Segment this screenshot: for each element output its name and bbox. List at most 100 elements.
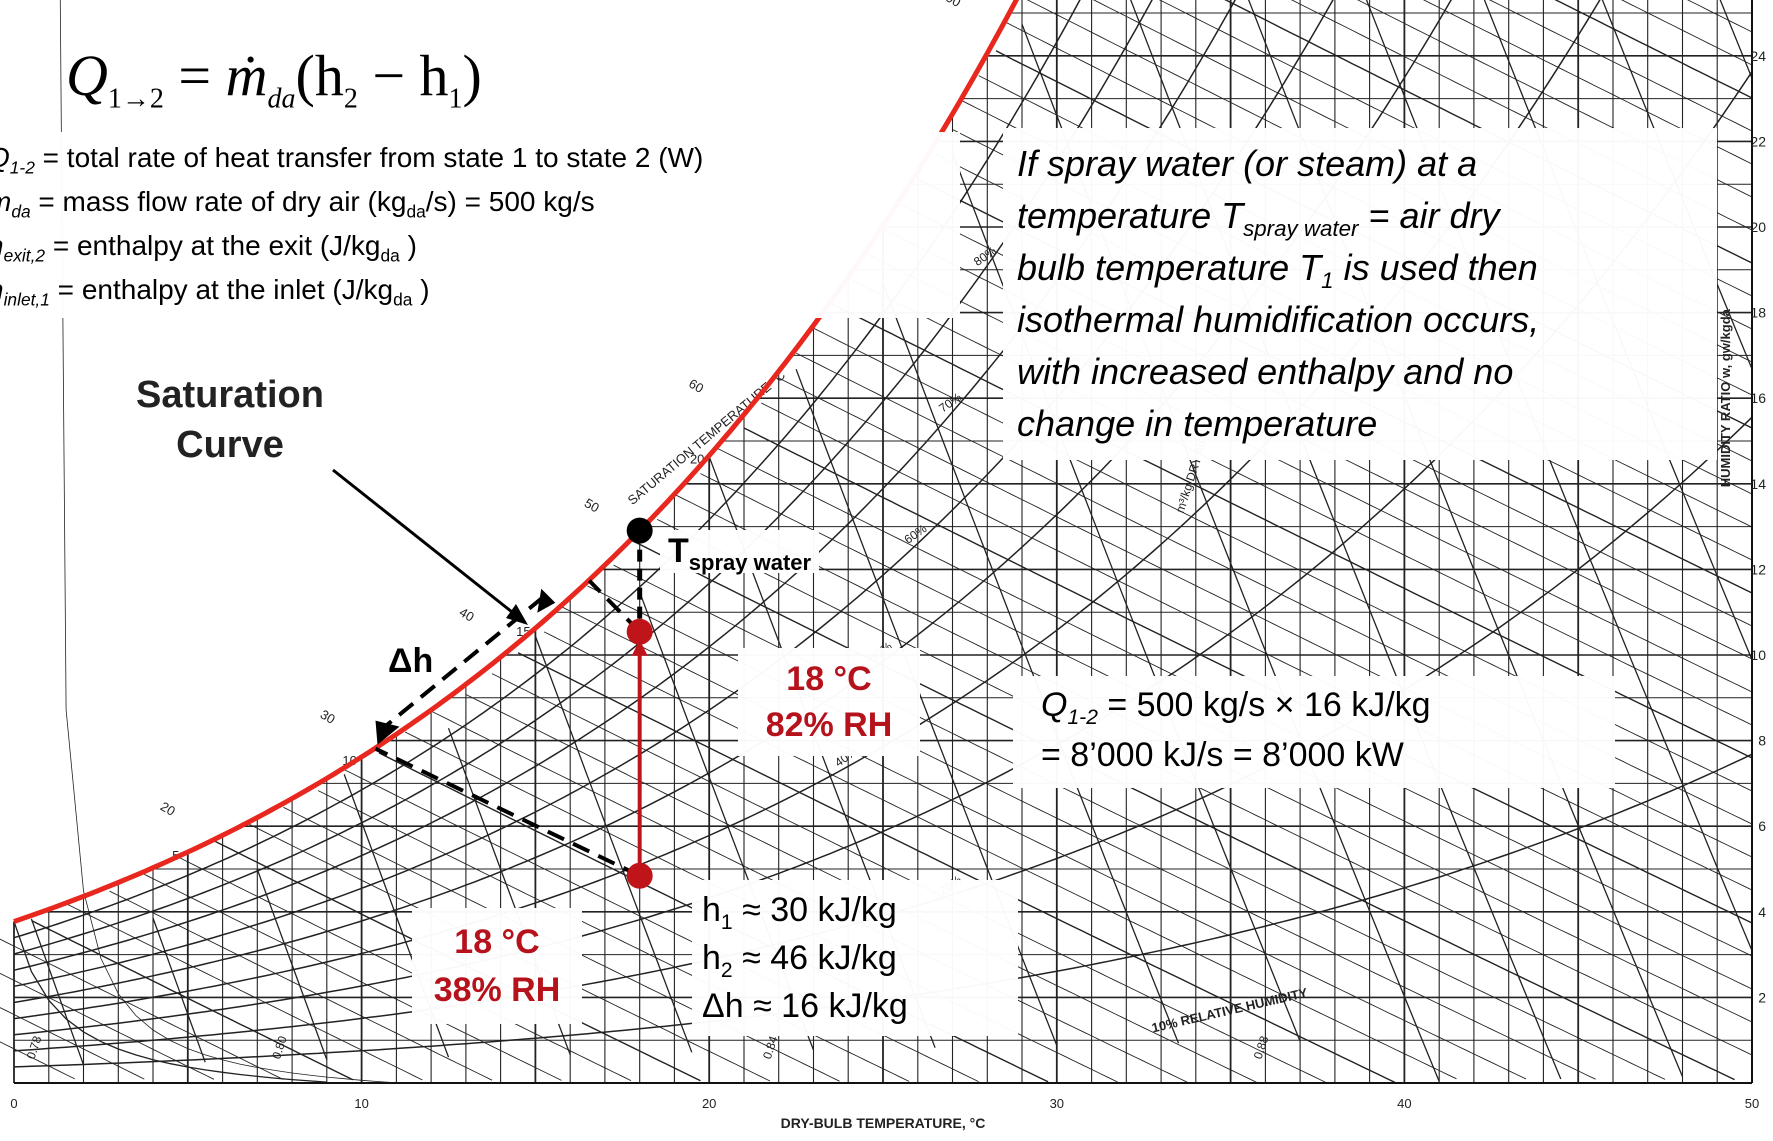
eq-q: Q — [66, 43, 108, 108]
note-line-3: bulb temperature T1 is used then — [1017, 247, 1538, 294]
enthalpy-line — [0, 972, 215, 1080]
y-tick-label: 18 — [1750, 305, 1766, 321]
specific-volume-line — [256, 869, 328, 1060]
delta-h-arrow-line — [376, 597, 543, 735]
specific-volume-line — [152, 917, 206, 1063]
specific-volume-line — [30, 918, 85, 1066]
eq-h2-sub: 2 — [343, 83, 358, 115]
enthalpy-line — [1554, 0, 1753, 99]
eq-minus: − h — [357, 43, 449, 108]
eq-h1-sub: 1 — [448, 83, 463, 115]
heat-transfer-equation: Q1→2 = ṁda(h2 − h1) — [66, 42, 482, 113]
x-tick-label: 0 — [10, 1096, 17, 1111]
definition-mda: mda = mass flow rate of dry air (kgda/s)… — [0, 186, 595, 222]
state2-temp: 18 °C — [786, 660, 872, 698]
rh-label: 70% — [936, 390, 964, 415]
saturation-pointer-arrowhead — [506, 604, 528, 625]
saturation-label-line-2: Curve — [176, 424, 284, 466]
state1-point — [626, 862, 653, 889]
isothermal-note: If spray water (or steam) at a temperatu… — [1003, 128, 1717, 460]
specific-volume-line — [882, 282, 1180, 1044]
note-line-6: change in temperature — [1017, 403, 1378, 444]
state1-rh: 38% RH — [433, 971, 561, 1009]
enthalpy-line — [1621, 0, 1753, 66]
enthalpy-line — [178, 857, 632, 1082]
y-tick-label: 10 — [1750, 647, 1766, 663]
heat-result-line-1: Q1-2 = 500 kg/s × 16 kJ/kg — [1041, 686, 1431, 729]
y-tick-label: 12 — [1750, 561, 1766, 577]
definition-h-inlet: hinlet,1 = enthalpy at the inlet (J/kgda… — [0, 274, 430, 310]
saturation-curve-label: Saturation Curve — [110, 370, 350, 470]
enthalpy-tick-label: 50 — [582, 495, 602, 515]
enthalpy-tick-label: 20 — [158, 799, 178, 819]
enthalpy-tick-label: 30 — [318, 707, 338, 727]
volume-tick-label: 0.78 — [24, 1034, 45, 1061]
spray-water-point — [626, 517, 653, 544]
volume-tick-label: 0.84 — [760, 1034, 781, 1061]
tspray-t: T — [668, 532, 689, 570]
wet-bulb-line — [13, 921, 327, 1083]
y-tick-label: 14 — [1750, 476, 1766, 492]
enthalpy-line — [656, 518, 1753, 1056]
y-tick-label: 16 — [1750, 390, 1766, 406]
enthalpy-line — [0, 1007, 145, 1080]
enthalpy-line — [0, 938, 284, 1080]
enthalpy-h1: h1 ≈ 30 kJ/kg — [702, 891, 897, 934]
y-tick-label: 24 — [1750, 48, 1766, 64]
x-axis-title: DRY-BULB TEMPERATURE, °C — [781, 1115, 986, 1131]
volume-tick-label: 0.88 — [1251, 1034, 1272, 1061]
state2-point — [626, 618, 653, 645]
tspray-sub: spray water — [688, 549, 812, 575]
y-tick-label: 20 — [1750, 219, 1766, 235]
saturation-label-line-1: Saturation — [136, 374, 324, 416]
enthalpy-line — [0, 1041, 75, 1080]
eq-open: (h — [295, 43, 344, 108]
enthalpy-box: h1 ≈ 30 kJ/kg h2 ≈ 46 kJ/kg Δh ≈ 16 kJ/k… — [692, 880, 1018, 1036]
note-line-4: isothermal humidification occurs, — [1017, 299, 1540, 340]
definition-h-exit: hexit,2 = enthalpy at the exit (J/kgda ) — [0, 230, 417, 266]
x-tick-label: 10 — [354, 1096, 368, 1111]
x-tick-label: 30 — [1050, 1096, 1064, 1111]
enthalpy-h2: h2 ≈ 46 kJ/kg — [702, 939, 897, 982]
delta-h-arrowhead-low — [375, 720, 400, 745]
state2-label: 18 °C 82% RH — [738, 648, 920, 756]
eq-mdot: ṁ — [225, 43, 268, 108]
enthalpy-line — [31, 919, 354, 1081]
enthalpy-line — [561, 606, 1527, 1080]
process-layer — [332, 468, 653, 889]
enthalpy-line — [1687, 0, 1753, 33]
heat-result-box: Q1-2 = 500 kg/s × 16 kJ/kg = 8’000 kJ/s … — [1013, 676, 1615, 788]
process-arrowhead — [631, 639, 648, 656]
enthalpy-line — [65, 903, 423, 1081]
saturation-pointer-line — [332, 468, 513, 614]
note-line-1: If spray water (or steam) at a — [1017, 143, 1478, 184]
y-tick-label: 4 — [1758, 904, 1766, 920]
enthalpy-line — [1488, 0, 1753, 132]
eq-mdot-sub: da — [267, 83, 296, 115]
y-tick-label: 2 — [1758, 989, 1766, 1005]
x-tick-label: 40 — [1397, 1096, 1411, 1111]
enthalpy-line — [1422, 0, 1753, 165]
enthalpy-line — [517, 652, 1397, 1084]
delta-h-arrowhead-high — [537, 588, 556, 613]
specific-volume-line — [534, 635, 693, 1053]
enthalpy-line — [847, 277, 1753, 726]
enthalpy-line — [543, 631, 1457, 1080]
enthalpy-line — [761, 402, 1753, 891]
heat-result-line-2: = 8’000 kJ/s = 8’000 kW — [1041, 736, 1404, 774]
y-tick-label: 6 — [1758, 818, 1766, 834]
y-tick-label: 8 — [1758, 733, 1766, 749]
delta-h-label: Δh — [380, 640, 442, 683]
enthalpy-line — [144, 873, 562, 1081]
enthalpy-line — [491, 673, 1327, 1084]
volume-tick-label: 0.80 — [269, 1034, 290, 1061]
tspray-label: Tspray water — [660, 530, 820, 575]
x-tick-label: 20 — [702, 1096, 716, 1111]
definition-q: Q1-2 = total rate of heat transfer from … — [0, 142, 704, 178]
state1-label: 18 °C 38% RH — [412, 908, 582, 1024]
enthalpy-tick-label: 60 — [686, 376, 706, 396]
definitions-box: Q1-2 = total rate of heat transfer from … — [0, 132, 960, 318]
wet-bulb-line — [59, 0, 397, 1084]
y-axis-title: HUMIDITY RATIO w, gw/kgda — [1718, 308, 1733, 487]
state1-temp: 18 °C — [454, 923, 540, 961]
